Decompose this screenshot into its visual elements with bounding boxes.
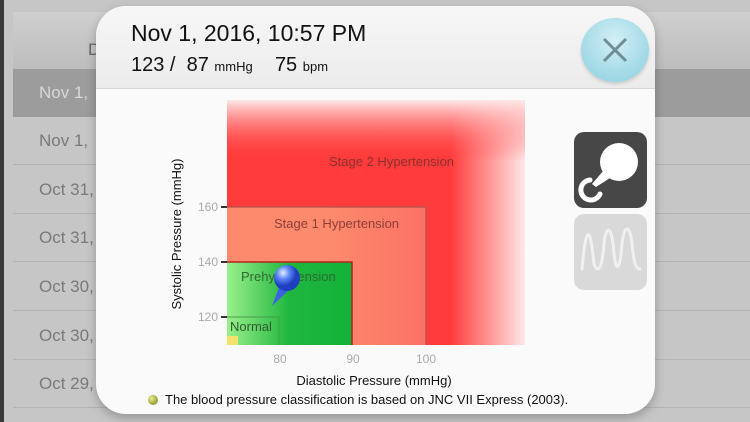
diastolic-value: 87 [186, 54, 209, 76]
x-tick-label: 90 [346, 352, 360, 366]
list-item-date: Oct 31, [39, 228, 94, 247]
zone-label-stage2: Stage 2 Hypertension [329, 154, 454, 169]
y-axis: 160 140 120 Systolic Pressure (mmHg) [169, 159, 227, 324]
modal-header: Nov 1, 2016, 10:57 PM 123 / 87 mmHg 75 b… [96, 6, 655, 89]
note-text: The blood pressure classification is bas… [165, 392, 569, 407]
zone-optimal [227, 336, 238, 345]
x-tick-label: 100 [416, 352, 436, 366]
x-tick-label: 80 [273, 352, 287, 366]
y-axis-label: Systolic Pressure (mmHg) [169, 159, 184, 310]
close-button[interactable] [581, 18, 649, 82]
classification-note: The blood pressure classification is bas… [148, 392, 568, 407]
x-axis-label: Diastolic Pressure (mmHg) [296, 373, 451, 388]
blood-pressure-bulb-icon [578, 143, 638, 203]
pressure-unit: mmHg [214, 59, 253, 74]
list-item-date: Nov 1, [39, 131, 89, 150]
y-tick-label: 160 [198, 200, 218, 214]
pulse-wave-view-button[interactable] [574, 214, 647, 290]
list-item-date: Oct 30, [39, 277, 94, 296]
zone-label-stage1: Stage 1 Hypertension [274, 216, 399, 231]
list-item-date: Oct 30, [39, 326, 94, 345]
pulse-wave-icon [580, 227, 642, 271]
pulse-value: 75 [274, 54, 298, 76]
blood-pressure-view-button[interactable] [574, 132, 647, 208]
zone-label-normal: Normal [230, 319, 272, 334]
x-axis: 80 90 100 Diastolic Pressure (mmHg) [273, 352, 451, 388]
window-edge [0, 0, 4, 422]
reading-values: 123 / 87 mmHg 75 bpm [131, 54, 328, 77]
list-item-date: Oct 29, [39, 374, 94, 393]
systolic-value: 123 / [131, 54, 176, 76]
reading-marker-pin-icon [272, 265, 300, 306]
y-tick-label: 120 [198, 310, 218, 324]
list-item-date: Nov 1, [39, 83, 89, 102]
y-tick-label: 140 [198, 255, 218, 269]
bullet-icon [148, 395, 158, 405]
pulse-unit: bpm [302, 59, 329, 74]
reading-datetime: Nov 1, 2016, 10:57 PM [131, 20, 367, 46]
close-x-icon [602, 37, 628, 63]
list-item-date: Oct 31, [39, 180, 94, 199]
